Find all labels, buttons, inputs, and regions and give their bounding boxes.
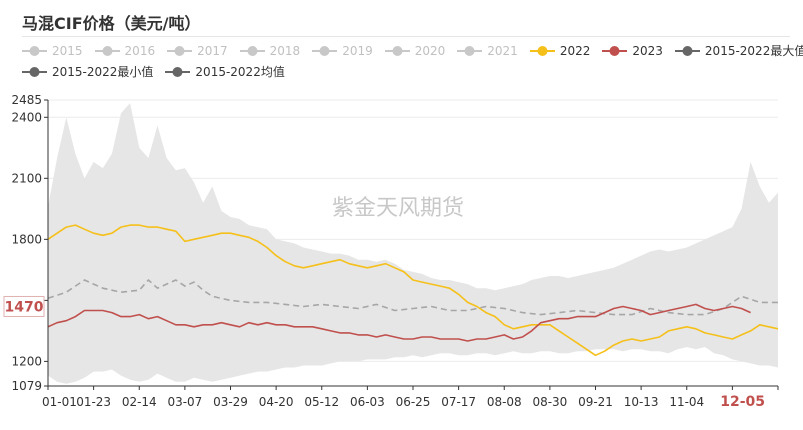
legend-marker-icon <box>674 45 700 56</box>
legend-marker-icon <box>22 45 47 56</box>
legend-item-r1-4[interactable]: 2019 <box>312 44 373 58</box>
chart-title: 马混CIF价格（美元/吨） <box>22 14 201 33</box>
legend-item-r1-2[interactable]: 2017 <box>167 44 228 58</box>
x-tick-label: 01-23 <box>76 395 111 409</box>
y-tick-label: 1800 <box>11 232 42 246</box>
legend-marker-icon <box>312 45 338 56</box>
legend-label: 2018 <box>269 43 301 58</box>
title-divider <box>22 36 790 37</box>
x-tick-label: 11-04 <box>669 395 704 409</box>
legend-label: 2021 <box>487 43 518 58</box>
series-line-2015-2022均值 <box>47 279 778 316</box>
legend-item-r1-6[interactable]: 2021 <box>457 44 518 58</box>
legend-label: 2015 <box>52 43 83 58</box>
x-tick-label: 03-07 <box>167 395 202 409</box>
range-band-area <box>48 103 778 384</box>
series-line-2022 <box>47 224 779 357</box>
x-tick-label: 10-13 <box>624 395 659 409</box>
watermark-text: 紫金天风期货 <box>332 196 464 221</box>
legend-marker-icon <box>94 45 120 56</box>
legend-item-r1-8[interactable]: 2023 <box>602 44 663 58</box>
x-tick-label: 03-29 <box>213 395 248 409</box>
legend-item-r1-7[interactable]: 2022 <box>529 43 591 58</box>
y-tick-label: 2100 <box>11 171 42 185</box>
legend-marker-icon <box>22 66 47 77</box>
y-highlight-label: 1470 <box>5 299 44 315</box>
y-tick-label: 2400 <box>11 110 42 124</box>
series-line-2023 <box>47 303 751 342</box>
legend-label: 2015-2022最大值 <box>704 44 803 58</box>
y-highlight-box <box>3 295 45 317</box>
x-highlight-label: 12-05 <box>720 394 765 410</box>
legend-item-r1-1[interactable]: 2016 <box>94 43 156 58</box>
legend-row-1: 2015 2016 2017 2018 2019 2020 2021 2022 2023 2015… <box>22 40 803 61</box>
legend-marker-icon <box>457 45 483 56</box>
legend-label: 2022 <box>559 43 591 58</box>
legend-marker-icon <box>384 45 410 56</box>
y-tick-label: 2485 <box>11 93 42 107</box>
legend-label: 2016 <box>124 43 156 58</box>
x-tick-label: 04-20 <box>259 395 294 409</box>
legend-marker-icon <box>529 45 555 56</box>
legend-marker-icon <box>602 45 628 56</box>
x-tick-label: 07-17 <box>441 395 476 409</box>
legend-item-r1-3[interactable]: 2018 <box>239 43 301 58</box>
x-tick-label: 06-25 <box>396 395 431 409</box>
legend-label: 2023 <box>632 43 663 58</box>
y-tick-label: 1200 <box>11 354 42 368</box>
legend-marker-icon <box>167 45 193 56</box>
legend-item-r1-0[interactable]: 2015 <box>22 44 83 58</box>
x-tick-label: 09-21 <box>578 395 613 409</box>
legend-marker-icon <box>239 45 265 56</box>
legend-row-2: 2015-2022最小值 2015-2022均值 <box>22 61 792 82</box>
y-tick-label: 1079 <box>11 379 42 393</box>
legend-label: 2020 <box>414 43 446 58</box>
x-tick-label: 01-01 <box>42 395 77 409</box>
x-tick-label: 02-14 <box>122 395 157 409</box>
x-tick-label: 06-03 <box>350 395 385 409</box>
x-tick-label: 05-12 <box>304 395 339 409</box>
chart-legend: 2015 2016 2017 2018 2019 2020 2021 2022 2023 2015… <box>22 40 803 82</box>
legend-label: 2017 <box>197 43 228 58</box>
legend-item-r2-1[interactable]: 2015-2022均值 <box>165 63 285 80</box>
legend-item-r1-5[interactable]: 2020 <box>384 43 446 58</box>
legend-label: 2015-2022均值 <box>195 65 285 79</box>
legend-item-r2-0[interactable]: 2015-2022最小值 <box>22 63 153 80</box>
x-tick-label: 08-30 <box>532 395 567 409</box>
legend-label: 2015-2022最小值 <box>52 65 154 79</box>
legend-marker-icon <box>165 66 191 77</box>
legend-label: 2019 <box>342 43 373 58</box>
x-tick-label: 08-08 <box>487 395 522 409</box>
legend-item-r1-9[interactable]: 2015-2022最大值 <box>674 42 803 59</box>
